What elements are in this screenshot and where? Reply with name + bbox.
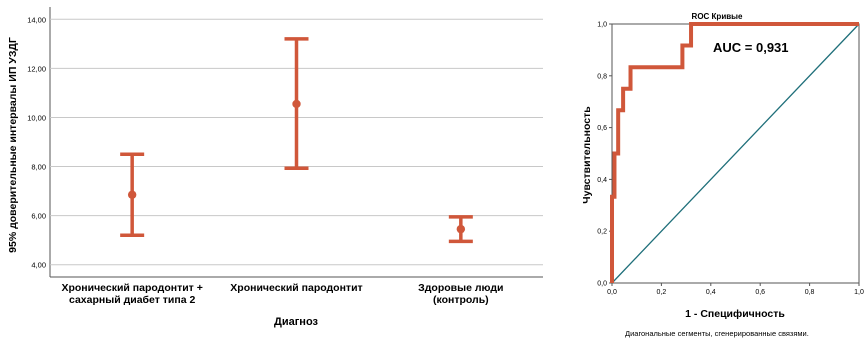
roc-x-tick-label: 0,6 <box>755 289 765 296</box>
roc-y-tick-label: 0,0 <box>597 281 607 288</box>
roc-y-tick-label: 0,8 <box>597 73 607 80</box>
left-y-axis-label: 95% доверительные интервалы ИП УЗДГ <box>7 37 19 253</box>
left-x-category-label: Хронический пародонтит <box>230 282 362 294</box>
mean-marker <box>127 190 137 199</box>
left-y-tick-label: 4,00 <box>31 261 46 270</box>
left-x-category-label: Здоровые люди (контроль) <box>418 282 503 306</box>
roc-curve-line <box>610 22 859 283</box>
error-bar-chart: 4,00 6,00 8,00 10,00 12,00 14,00 Хронический … <box>7 7 543 328</box>
left-y-tick-label: 14,00 <box>27 15 46 24</box>
roc-reference-diagonal <box>611 23 860 284</box>
roc-title: ROC Кривые <box>692 12 743 21</box>
roc-x-tick-label: 0,0 <box>607 289 617 296</box>
left-x-axis-label: Диагноз <box>274 316 319 328</box>
roc-y-tick-label: 1,0 <box>597 22 607 29</box>
error-bar <box>120 152 145 238</box>
roc-y-tick-label: 0,6 <box>597 125 607 132</box>
error-bar <box>448 215 473 244</box>
left-y-tick-label: 12,00 <box>27 64 46 73</box>
mean-marker <box>456 224 466 234</box>
left-y-tick-label: 8,00 <box>31 163 46 172</box>
roc-x-tick-label: 0,4 <box>706 289 716 296</box>
left-y-tick-label: 10,00 <box>27 113 46 122</box>
roc-x-axis-label: 1 - Специфичность <box>685 308 785 320</box>
roc-x-tick-label: 0,2 <box>657 289 667 296</box>
roc-auc-annotation: AUC = 0,931 <box>713 40 789 55</box>
roc-x-tick-label: 0,8 <box>805 289 815 296</box>
error-bar <box>284 37 309 171</box>
roc-chart: 0,0 0,2 0,4 0,6 0,8 1,0 0,0 0,2 0,4 0,6 0,8 1,0 ROC… <box>581 12 864 338</box>
mean-marker <box>292 99 301 109</box>
roc-y-tick-label: 0,4 <box>597 177 607 184</box>
left-x-category-label: Хронический пародонтит + сахарный диабет … <box>61 282 202 306</box>
roc-x-tick-label: 1,0 <box>854 289 864 296</box>
roc-footnote: Диагональные сегменты, сгенерированные с… <box>625 329 809 338</box>
roc-y-tick-label: 0,2 <box>597 229 607 236</box>
roc-y-axis-label: Чувствительность <box>581 106 593 204</box>
left-y-tick-label: 6,00 <box>31 212 46 221</box>
